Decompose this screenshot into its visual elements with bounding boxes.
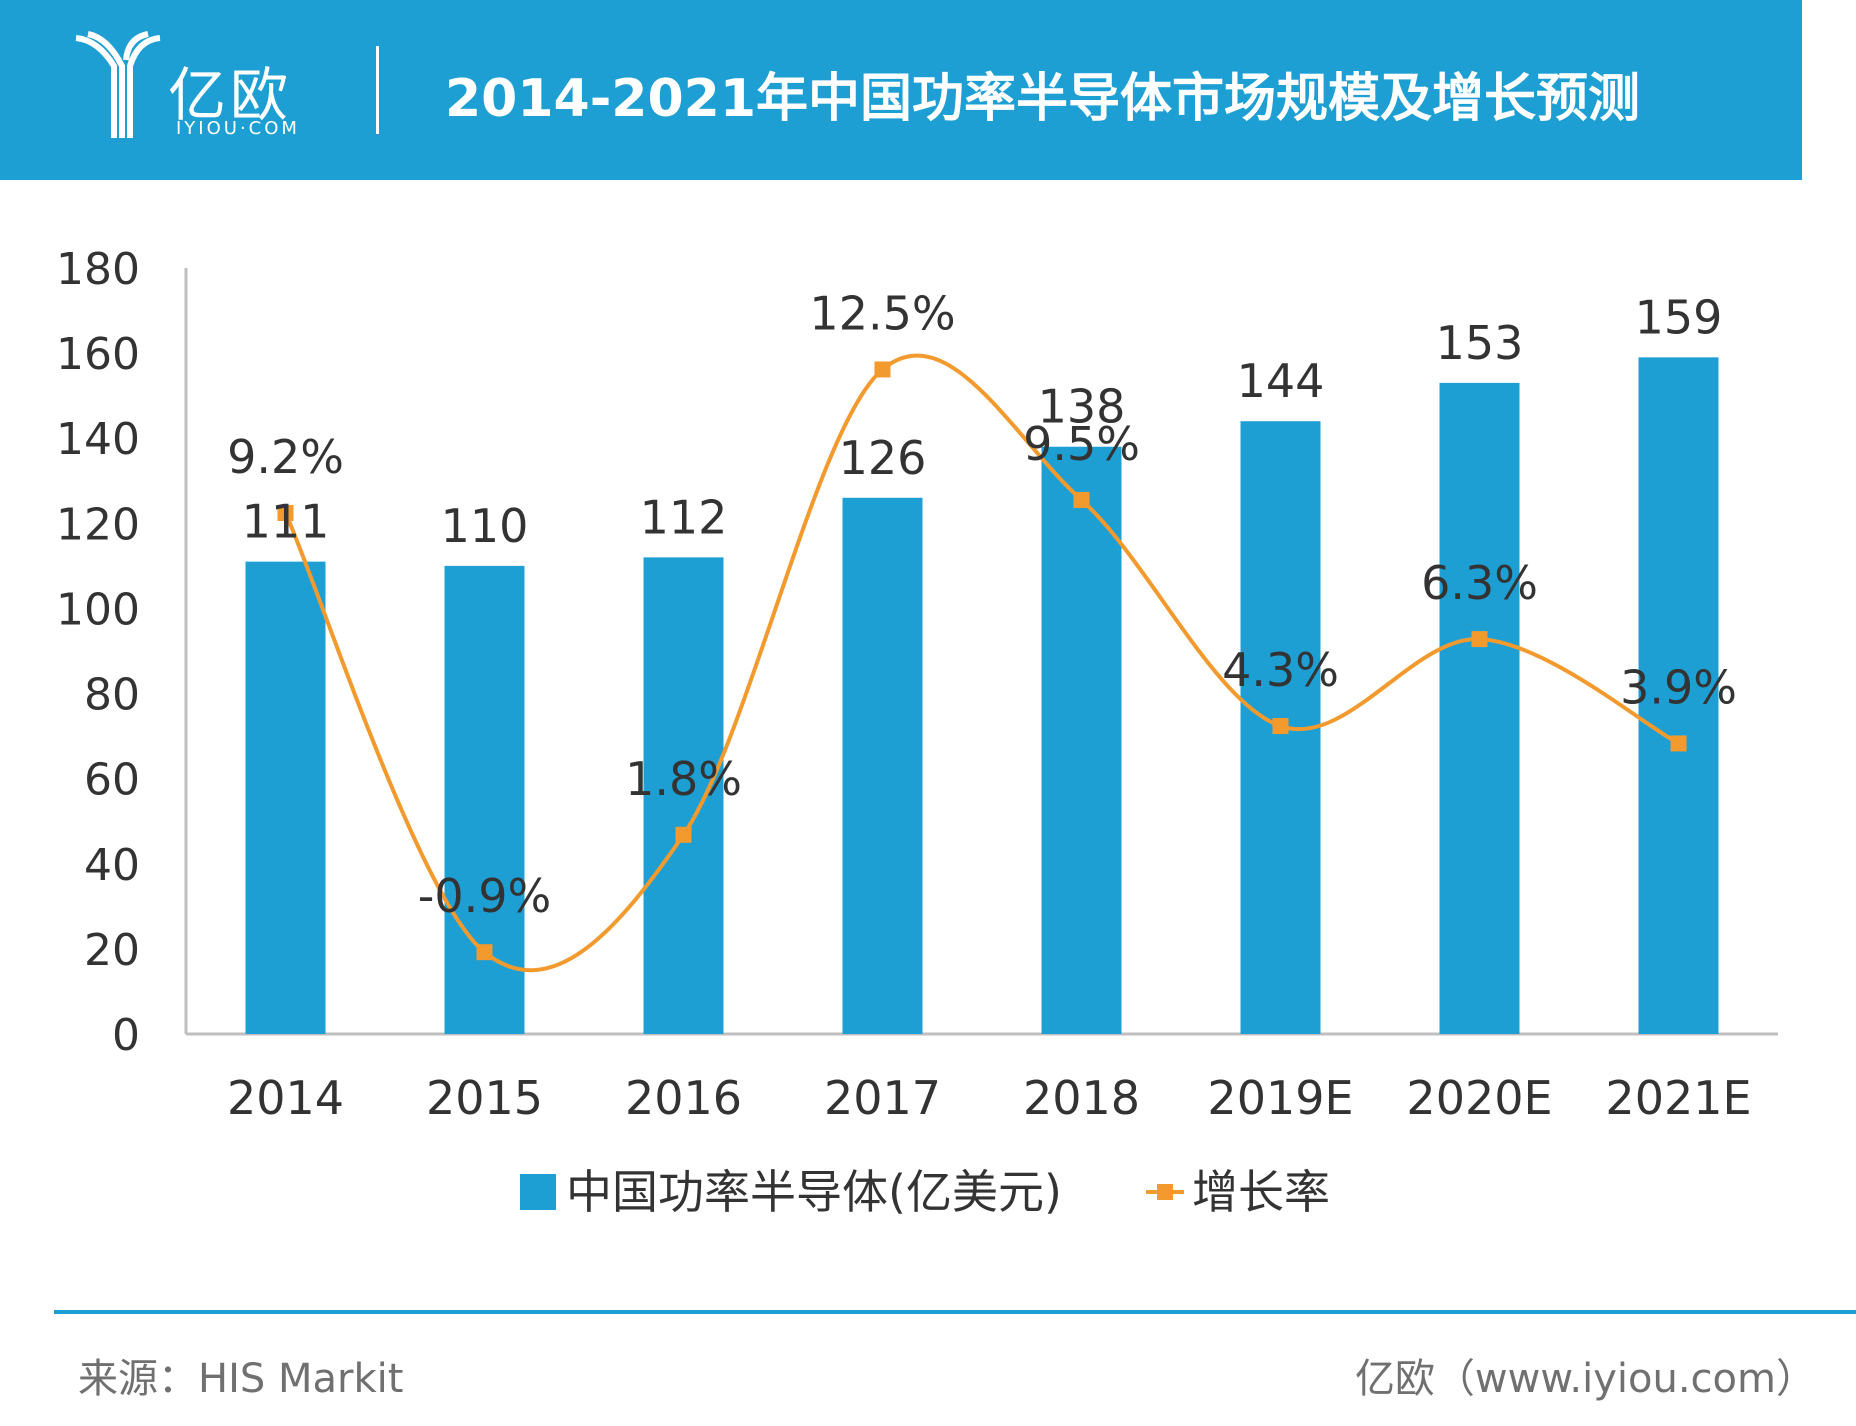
growth-rate-marker: [1471, 631, 1488, 648]
y-tick-label: 100: [56, 584, 140, 635]
bar: [444, 565, 525, 1034]
y-tick-label: 0: [112, 1010, 140, 1061]
x-tick-label: 2019E: [1207, 1071, 1353, 1125]
y-tick-label: 40: [84, 840, 140, 891]
growth-rate-marker: [874, 361, 891, 378]
x-tick-label: 2018: [1023, 1071, 1140, 1125]
legend-line-label: 增长率: [1192, 1165, 1330, 1219]
growth-rate-marker: [277, 504, 294, 521]
rate-value-label: 9.5%: [1023, 417, 1140, 471]
x-tick-label: 2021E: [1605, 1071, 1751, 1125]
rate-value-label: 3.9%: [1620, 660, 1737, 714]
growth-rate-marker: [1670, 735, 1687, 752]
site-credit: 亿欧（www.iyiou.com）: [1354, 1356, 1816, 1402]
rate-value-label: 6.3%: [1421, 556, 1538, 610]
bar-value-label: 110: [441, 499, 529, 553]
bar: [643, 557, 724, 1034]
growth-rate-marker: [476, 944, 493, 961]
source-note: 来源：HIS Markit: [78, 1356, 404, 1402]
bar-value-label: 159: [1635, 290, 1723, 344]
x-tick-label: 2015: [426, 1071, 543, 1125]
logo-text: 亿欧: [168, 61, 293, 129]
bar: [1439, 382, 1520, 1034]
rate-value-label: 9.2%: [227, 430, 344, 484]
growth-rate-marker: [1073, 491, 1090, 508]
rate-value-label: 1.8%: [625, 752, 742, 806]
x-tick-label: 2016: [625, 1071, 742, 1125]
bar-value-label: 111: [242, 495, 330, 549]
x-tick-label: 2017: [824, 1071, 941, 1125]
legend-bar-swatch: [520, 1174, 556, 1210]
footer-divider: [54, 1310, 1856, 1314]
x-tick-label: 2014: [227, 1071, 344, 1125]
chart-title: 2014-2021年中国功率半导体市场规模及增长预测: [445, 69, 1641, 129]
bar-value-label: 153: [1436, 316, 1524, 370]
growth-rate-marker: [1272, 718, 1289, 735]
y-tick-label: 20: [84, 925, 140, 976]
bar-value-label: 144: [1237, 354, 1325, 408]
growth-rate-marker: [675, 826, 692, 843]
y-tick-label: 160: [56, 329, 140, 380]
logo-subtext: IYIOU·COM: [176, 118, 300, 139]
bar: [1638, 357, 1719, 1034]
header-banner: 亿欧 IYIOU·COM 2014-2021年中国功率半导体市场规模及增长预测: [0, 0, 1802, 180]
legend-line-marker: [1157, 1184, 1173, 1200]
bar-value-label: 138: [1038, 380, 1126, 434]
chart: 0 20 40 60 80 100 120 140 160 180 2014 2015 2016 2017…: [56, 244, 1778, 1219]
logo: 亿欧 IYIOU·COM: [68, 30, 328, 150]
logo-mark-icon: [75, 31, 161, 138]
y-tick-label: 60: [84, 755, 140, 806]
x-tick-label: 2020E: [1406, 1071, 1552, 1125]
bar: [842, 497, 923, 1034]
legend-bar-label: 中国功率半导体(亿美元): [566, 1165, 1062, 1219]
rate-value-label: 12.5%: [809, 286, 955, 340]
header-divider: [376, 46, 379, 134]
y-tick-label: 140: [56, 414, 140, 465]
rate-value-label: -0.9%: [418, 869, 551, 923]
bar: [1041, 446, 1122, 1034]
bar-value-label: 126: [839, 431, 927, 485]
rate-value-label: 4.3%: [1222, 643, 1339, 697]
y-tick-label: 120: [56, 499, 140, 550]
bar-value-label: 112: [640, 490, 728, 544]
y-tick-label: 180: [56, 244, 140, 295]
y-tick-label: 80: [84, 670, 140, 721]
bar: [245, 561, 326, 1034]
